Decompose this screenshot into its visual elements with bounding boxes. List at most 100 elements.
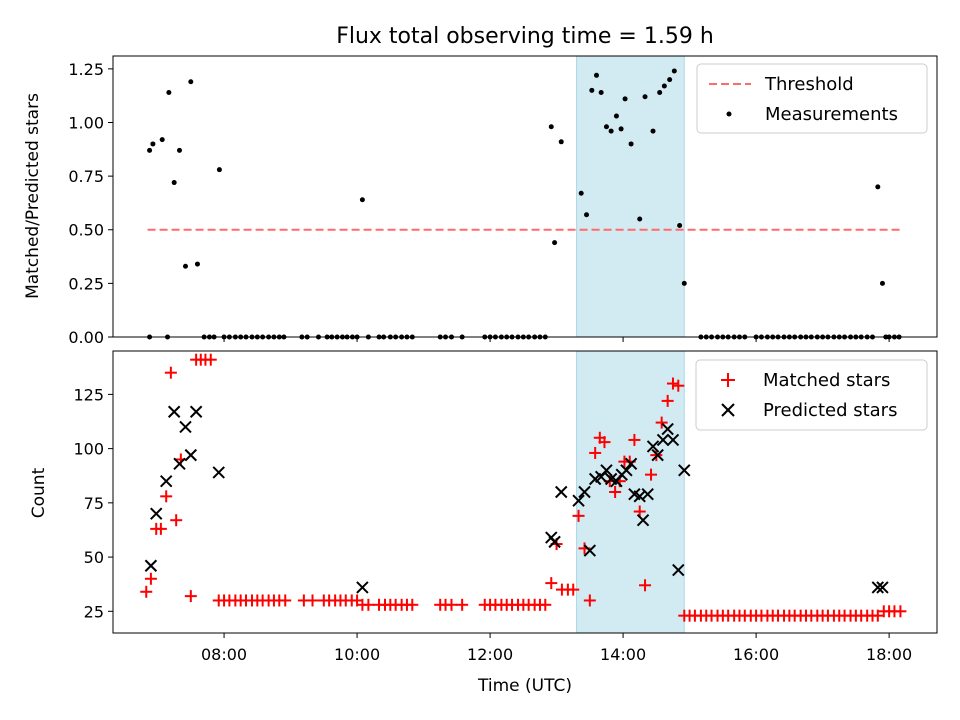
y-tick-label: 0.75: [68, 167, 104, 186]
measurement-point: [650, 128, 656, 134]
measurement-point: [608, 128, 614, 134]
predicted-star-point: [636, 513, 650, 527]
y-tick-label: 50: [84, 548, 104, 567]
top-legend-box: [696, 63, 928, 134]
predicted-star-point: [871, 581, 885, 594]
measurement-point: [642, 94, 648, 100]
matched-star-point: [598, 436, 611, 449]
predicted-legend-swatch: [721, 403, 735, 417]
matched-star-point: [672, 379, 685, 392]
measurement-point: [216, 167, 222, 173]
bottom-y-ticks: 25 50 75 100 125: [73, 385, 113, 621]
matched-star-point: [639, 579, 652, 592]
y-tick-label: 0.50: [68, 221, 104, 240]
predicted-star-point: [179, 420, 192, 434]
y-tick-label: 100: [73, 440, 104, 459]
matched-star-point: [144, 572, 157, 585]
y-tick-label: 125: [73, 385, 104, 404]
measurement-point: [661, 83, 667, 89]
measurement-point: [584, 212, 590, 218]
x-axis-label: Time (UTC): [477, 676, 572, 696]
measurement-point: [657, 89, 663, 95]
measurement-point: [628, 141, 634, 147]
matched-star-point: [666, 377, 679, 390]
x-tick-label: 10:00: [334, 645, 380, 664]
bottom-x-ticks: 08:00 10:00 12:00 14:00 16:00 18:00: [201, 633, 912, 664]
matched-star-point: [545, 577, 558, 590]
matched-star-point: [572, 509, 585, 522]
measurement-point: [667, 77, 673, 83]
top-shaded-span: [576, 55, 685, 338]
observing-window-span: [576, 55, 685, 338]
observing-window-span: [576, 350, 685, 634]
matched-star-point: [567, 583, 580, 596]
matched-star-point: [154, 522, 167, 535]
measurements-legend-swatch: [726, 111, 732, 117]
measurement-point: [147, 147, 153, 153]
predicted-star-point: [633, 490, 646, 503]
bottom-legend: Matched stars Predicted stars: [695, 359, 928, 431]
matched-star-point: [661, 394, 674, 407]
matched-star-point: [655, 416, 668, 429]
y-tick-label: 25: [84, 602, 104, 621]
measurement-point: [681, 280, 687, 286]
legend-threshold-label: Threshold: [764, 74, 854, 95]
matched-star-point: [445, 598, 458, 611]
measurement-point: [188, 79, 194, 85]
y-tick-label: 1.25: [68, 60, 104, 79]
predicted-star-point: [578, 485, 591, 499]
matched-star-point: [645, 468, 658, 481]
measurement-point: [598, 89, 604, 95]
top-panel: Flux total observing time = 1.59 h Match…: [23, 24, 938, 347]
predicted-star-point: [600, 464, 613, 477]
measurement-point: [182, 263, 188, 269]
predicted-star-point: [356, 581, 369, 594]
top-y-ticks: 0.00 0.25 0.50 0.75 1.00 1.25: [68, 60, 113, 347]
predicted-star-point: [583, 544, 597, 557]
predicted-star-point: [173, 457, 186, 471]
bottom-panel: Count Time (UTC) 25 50 75 100 125 08:00 10:00…: [29, 350, 938, 696]
measurement-point: [194, 261, 200, 267]
measurement-point: [177, 147, 183, 153]
matched-star-point: [406, 598, 419, 611]
predicted-star-point: [144, 559, 158, 572]
measurement-point: [637, 216, 643, 222]
measurement-point: [171, 180, 177, 186]
matched-legend-swatch: [721, 373, 735, 387]
predicted-star-point: [661, 422, 674, 436]
matched-star-point: [140, 585, 153, 598]
top-plot-frame: [112, 55, 938, 338]
matched-star-point: [184, 590, 197, 603]
predicted-star-point: [150, 507, 163, 520]
measurement-point: [613, 113, 619, 119]
measurement-point: [552, 240, 558, 246]
matched-star-point: [170, 514, 183, 527]
chart-title: Flux total observing time = 1.59 h: [336, 24, 714, 49]
measurement-point: [578, 190, 584, 196]
measurement-point: [589, 87, 595, 93]
predicted-star-point: [555, 485, 568, 499]
measurement-point: [671, 68, 677, 74]
matched-star-point: [539, 598, 552, 611]
matched-star-point: [164, 366, 177, 379]
predicted-star-point: [646, 440, 660, 453]
predicted-star-point: [167, 405, 181, 418]
matched-star-point: [609, 486, 622, 498]
predicted-star-point: [876, 581, 889, 594]
predicted-star-point: [624, 457, 638, 471]
x-tick-label: 16:00: [733, 645, 779, 664]
predicted-star-point: [656, 433, 670, 447]
measurement-point: [875, 184, 881, 190]
predicted-star-point: [548, 535, 561, 549]
x-tick-label: 12:00: [467, 645, 513, 664]
measurement-point: [166, 89, 172, 95]
predicted-star-point: [159, 474, 173, 488]
measurement-point: [359, 197, 365, 203]
top-y-axis-label: Matched/Predicted stars: [23, 93, 43, 299]
bottom-y-axis-label: Count: [29, 467, 49, 518]
top-x-ticks: [223, 337, 890, 342]
measurement-point: [879, 280, 885, 286]
matched-star-point: [204, 353, 217, 366]
x-tick-label: 08:00: [201, 645, 247, 664]
matched-star-point: [894, 605, 907, 618]
